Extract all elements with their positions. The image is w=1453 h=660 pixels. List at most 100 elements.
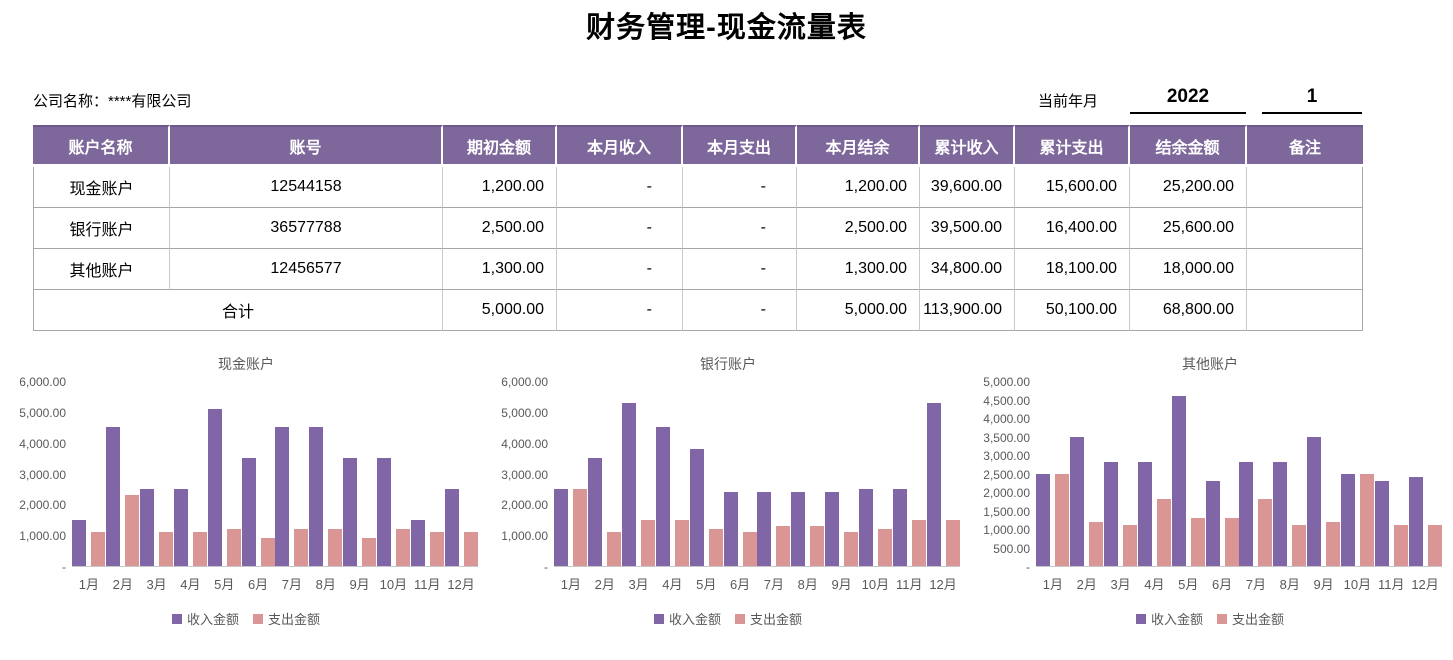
bar-expense	[1156, 499, 1171, 566]
column-header: 累计支出	[1015, 125, 1130, 167]
column-header: 本月支出	[683, 125, 797, 167]
header-row: 账户名称 账号 期初金额 本月收入 本月支出 本月结余 累计收入 累计支出 结余…	[33, 125, 1363, 167]
chart-bank-account: 银行账户 6,000.00 5,000.00 4,000.00 3,000.00 2,0…	[492, 348, 964, 628]
bar-group	[791, 492, 825, 566]
x-tick-label: 5月	[214, 577, 235, 592]
y-tick-label: 3,000.00	[983, 449, 1030, 463]
table-cell: 18,100.00	[1015, 249, 1130, 290]
y-tick-label: 4,500.00	[983, 393, 1030, 408]
y-tick-label: -	[62, 560, 66, 574]
bar-expense	[1427, 525, 1442, 566]
table-cell: 39,500.00	[920, 208, 1015, 249]
table-cell: -	[683, 249, 797, 290]
legend-label: 支出金额	[268, 612, 321, 627]
bar-income	[1171, 395, 1186, 566]
income-swatch-icon	[1135, 613, 1146, 624]
y-tick-label: 1,000.00	[983, 523, 1030, 537]
y-tick-label: 6,000.00	[19, 375, 66, 389]
table-cell: 50,100.00	[1015, 290, 1130, 331]
bar-group	[275, 427, 309, 566]
legend-item-income: 收入金额	[653, 609, 721, 628]
x-tick-label: 7月	[281, 577, 303, 592]
bar-income	[1408, 477, 1423, 566]
bar-group	[1137, 462, 1171, 566]
note-cell	[1247, 249, 1363, 290]
chart-title: 其他账户	[1182, 356, 1238, 372]
bar-expense	[674, 519, 689, 566]
column-header: 累计收入	[920, 125, 1015, 167]
bar-income	[791, 492, 806, 566]
income-swatch-icon	[653, 613, 664, 624]
bar-expense	[1190, 517, 1205, 566]
bar-group	[1307, 436, 1341, 566]
bar-group	[1171, 395, 1205, 566]
year-field[interactable]: 2022	[1130, 86, 1246, 114]
bar-income	[1340, 473, 1355, 566]
x-tick-label: 4月	[1144, 577, 1165, 592]
bar-income	[1205, 480, 1220, 566]
table-cell: 25,600.00	[1130, 208, 1247, 249]
bar-income	[926, 402, 941, 566]
bar-group	[1070, 436, 1104, 566]
legend-label: 收入金额	[186, 612, 239, 627]
legend-label: 收入金额	[1150, 612, 1203, 627]
bar-group	[173, 488, 207, 566]
table-cell: -	[683, 208, 797, 249]
table-cell: 2,500.00	[797, 208, 920, 249]
bar-group	[140, 488, 174, 566]
bar-income	[275, 427, 290, 566]
month-field[interactable]: 1	[1262, 86, 1362, 114]
x-axis: 1月 2月 3月 4月 5月 6月 7月 8月 9月 10月 11月 12月	[554, 567, 960, 593]
table-row: 银行账户 36577788 2,500.00 - - 2,500.00 39,5…	[33, 208, 1363, 249]
bar-group	[410, 519, 444, 566]
bar-income	[588, 458, 603, 566]
bar-expense	[573, 488, 588, 566]
bar-income	[72, 519, 87, 566]
y-tick-label: -	[544, 560, 548, 574]
bar-income	[1070, 436, 1085, 566]
x-tick-label: 10月	[379, 577, 408, 592]
bar-group	[858, 488, 892, 566]
table-cell: 1,200.00	[797, 167, 920, 208]
bar-income	[1273, 462, 1288, 566]
table-cell: -	[683, 167, 797, 208]
bar-income	[1239, 462, 1254, 566]
y-tick-label: 3,000.00	[501, 467, 548, 482]
bar-group	[723, 492, 757, 566]
bar-expense	[1055, 473, 1070, 566]
plot-area	[1036, 382, 1442, 567]
bar-group	[1374, 480, 1408, 566]
bar-group	[1104, 462, 1138, 566]
x-tick-label: 2月	[594, 577, 615, 592]
table-cell: 68,800.00	[1130, 290, 1247, 331]
bar-expense	[810, 525, 825, 566]
bar-group	[343, 458, 377, 566]
bar-expense	[1224, 517, 1239, 566]
chart-legend: 收入金额 支出金额	[974, 609, 1446, 628]
bar-group	[825, 492, 859, 566]
bar-income	[1036, 473, 1051, 566]
bar-group	[655, 427, 689, 566]
column-header: 备注	[1247, 125, 1363, 167]
table-row: 现金账户 12544158 1,200.00 - - 1,200.00 39,6…	[33, 167, 1363, 208]
bar-income	[173, 488, 188, 566]
bar-expense	[192, 532, 207, 566]
table-cell: 39,600.00	[920, 167, 1015, 208]
x-tick-label: 8月	[315, 577, 336, 592]
bar-group	[622, 402, 656, 566]
x-tick-label: 6月	[1211, 577, 1233, 592]
bar-income	[858, 488, 873, 566]
table-cell: 113,900.00	[920, 290, 1015, 331]
bar-income	[655, 427, 670, 566]
legend-item-expense: 支出金额	[735, 609, 802, 628]
company-name: 公司名称：****有限公司	[33, 93, 192, 110]
x-axis: 1月 2月 3月 4月 5月 6月 7月 8月 9月 10月 11月 12月	[72, 567, 478, 593]
column-header: 账号	[170, 125, 443, 167]
table-cell: -	[557, 249, 683, 290]
bar-income	[376, 458, 391, 566]
y-axis: 6,000.00 5,000.00 4,000.00 3,000.00 2,000.00…	[10, 375, 72, 574]
bar-group	[309, 427, 343, 566]
x-tick-label: 2月	[112, 577, 133, 592]
account-number-cell: 12544158	[170, 167, 443, 208]
bar-group	[892, 488, 926, 566]
